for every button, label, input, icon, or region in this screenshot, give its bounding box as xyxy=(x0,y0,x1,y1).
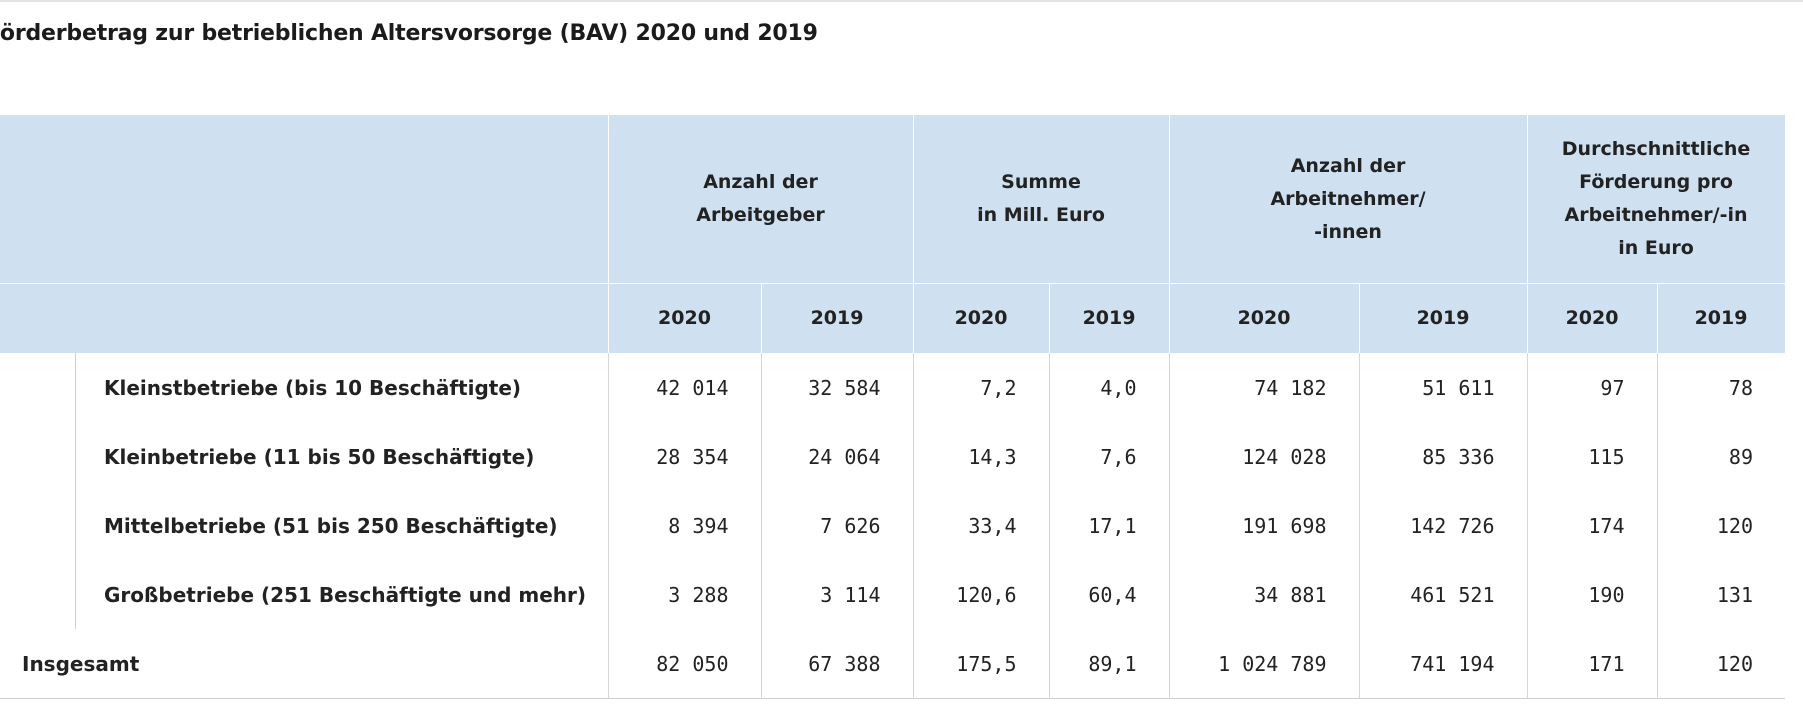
top-divider xyxy=(0,0,1803,2)
table-cell: 190 xyxy=(1526,560,1658,629)
data-table: Anzahl der Arbeitgeber Summe in Mill. Euro… xyxy=(0,115,1786,699)
header-group-summe: Summe in Mill. Euro xyxy=(913,115,1170,284)
row-label-cell: Kleinstbetriebe (bis 10 Beschäftigte) xyxy=(0,353,608,422)
row-label: Kleinbetriebe (11 bis 50 Beschäftigte) xyxy=(104,444,535,469)
table-row: Kleinstbetriebe (bis 10 Beschäftigte) 42… xyxy=(0,353,1786,422)
total-label: Insgesamt xyxy=(0,629,608,699)
table-cell: 131 xyxy=(1656,560,1786,629)
total-cell: 171 xyxy=(1526,629,1658,699)
table-cell: 4,0 xyxy=(1048,353,1170,422)
table-cell: 89 xyxy=(1656,422,1786,491)
header-group-row: Anzahl der Arbeitgeber Summe in Mill. Euro… xyxy=(0,115,1786,284)
row-label: Mittelbetriebe (51 bis 250 Beschäftigte) xyxy=(104,513,558,538)
table-cell: 34 881 xyxy=(1168,560,1360,629)
table-cell: 32 584 xyxy=(760,353,914,422)
table-cell: 74 182 xyxy=(1168,353,1360,422)
total-cell: 89,1 xyxy=(1048,629,1170,699)
table-cell: 51 611 xyxy=(1358,353,1528,422)
table-cell: 24 064 xyxy=(760,422,914,491)
row-label: Großbetriebe (251 Beschäftigte und mehr) xyxy=(104,582,587,607)
total-cell: 82 050 xyxy=(607,629,761,699)
table-cell: 174 xyxy=(1526,491,1658,560)
header-line: Durchschnittliche xyxy=(1561,138,1751,160)
header-year: 2019 xyxy=(1657,283,1786,353)
header-line: Arbeitgeber xyxy=(696,204,825,226)
table-cell: 8 394 xyxy=(607,491,761,560)
header-line: Summe xyxy=(1001,171,1081,193)
header-line: in Mill. Euro xyxy=(977,204,1105,226)
table-cell: 60,4 xyxy=(1048,560,1170,629)
table-cell: 17,1 xyxy=(1048,491,1170,560)
indent-rail xyxy=(75,353,76,422)
total-cell: 120 xyxy=(1656,629,1786,699)
header-line: Arbeitnehmer/-in xyxy=(1564,204,1748,226)
table-title: Förderbetrag zur betrieblichen Altersvor… xyxy=(0,21,818,46)
header-line: Arbeitnehmer/ xyxy=(1270,187,1426,210)
header-line: -innen xyxy=(1314,220,1382,243)
table-row: Mittelbetriebe (51 bis 250 Beschäftigte)… xyxy=(0,491,1786,560)
total-cell: 1 024 789 xyxy=(1168,629,1360,699)
header-group-arbeitgeber: Anzahl der Arbeitgeber xyxy=(608,115,914,284)
table-cell: 191 698 xyxy=(1168,491,1360,560)
header-group-arbeitnehmer: Anzahl der Arbeitnehmer/ -innen xyxy=(1169,115,1528,284)
row-label-cell: Mittelbetriebe (51 bis 250 Beschäftigte) xyxy=(0,491,608,560)
header-corner xyxy=(0,115,609,284)
table-cell: 7,2 xyxy=(912,353,1050,422)
total-cell: 67 388 xyxy=(760,629,914,699)
table-cell: 115 xyxy=(1526,422,1658,491)
header-year-corner xyxy=(0,283,609,353)
header-year: 2019 xyxy=(1359,283,1528,353)
table-cell: 33,4 xyxy=(912,491,1050,560)
header-year-row: 2020 2019 2020 2019 2020 2019 2020 2019 xyxy=(0,283,1786,353)
indent-rail xyxy=(75,422,76,491)
header-line: in Euro xyxy=(1618,237,1694,259)
table-row: Großbetriebe (251 Beschäftigte und mehr)… xyxy=(0,560,1786,629)
table-row: Kleinbetriebe (11 bis 50 Beschäftigte) 2… xyxy=(0,422,1786,491)
table-cell: 7 626 xyxy=(760,491,914,560)
header-year: 2020 xyxy=(1527,283,1658,353)
table-cell: 120 xyxy=(1656,491,1786,560)
table-cell: 14,3 xyxy=(912,422,1050,491)
table-cell: 97 xyxy=(1526,353,1658,422)
header-year: 2020 xyxy=(608,283,762,353)
total-cell: 741 194 xyxy=(1358,629,1528,699)
table-cell: 85 336 xyxy=(1358,422,1528,491)
row-label: Kleinstbetriebe (bis 10 Beschäftigte) xyxy=(104,375,522,400)
total-row: Insgesamt 82 050 67 388 175,5 89,1 1 024… xyxy=(0,629,1786,699)
indent-rail xyxy=(75,491,76,560)
header-year: 2019 xyxy=(1049,283,1170,353)
table-cell: 78 xyxy=(1656,353,1786,422)
header-line: Förderung pro xyxy=(1579,171,1733,193)
header-line: Anzahl der xyxy=(703,171,818,193)
table-cell: 142 726 xyxy=(1358,491,1528,560)
table-cell: 3 288 xyxy=(607,560,761,629)
table-cell: 461 521 xyxy=(1358,560,1528,629)
table-cell: 42 014 xyxy=(607,353,761,422)
row-label-cell: Großbetriebe (251 Beschäftigte und mehr) xyxy=(0,560,608,629)
header-year: 2020 xyxy=(1169,283,1360,353)
header-year: 2019 xyxy=(761,283,914,353)
table-cell: 3 114 xyxy=(760,560,914,629)
header-year: 2020 xyxy=(913,283,1050,353)
indent-rail xyxy=(75,560,76,629)
table-cell: 28 354 xyxy=(607,422,761,491)
header-group-foerderung: Durchschnittliche Förderung pro Arbeitnehm… xyxy=(1527,115,1786,284)
table-cell: 120,6 xyxy=(912,560,1050,629)
table-cell: 124 028 xyxy=(1168,422,1360,491)
row-label-cell: Kleinbetriebe (11 bis 50 Beschäftigte) xyxy=(0,422,608,491)
total-cell: 175,5 xyxy=(912,629,1050,699)
table-cell: 7,6 xyxy=(1048,422,1170,491)
header-line: Anzahl der xyxy=(1290,154,1406,177)
